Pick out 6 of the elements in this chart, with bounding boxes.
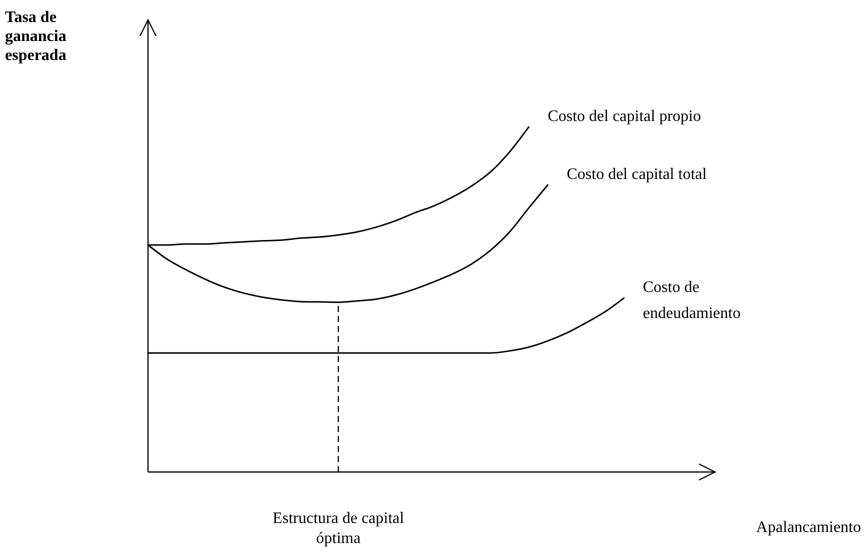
series-label: Costo del capital total: [566, 166, 708, 183]
text: Tasa de ganancia esperada: [5, 9, 66, 64]
series-label: Costo de endeudamiento: [642, 279, 741, 322]
series-label: Costo del capital propio: [548, 108, 701, 125]
text: Estructura de capital óptima: [272, 510, 405, 547]
text: Apalancamiento: [756, 519, 861, 536]
